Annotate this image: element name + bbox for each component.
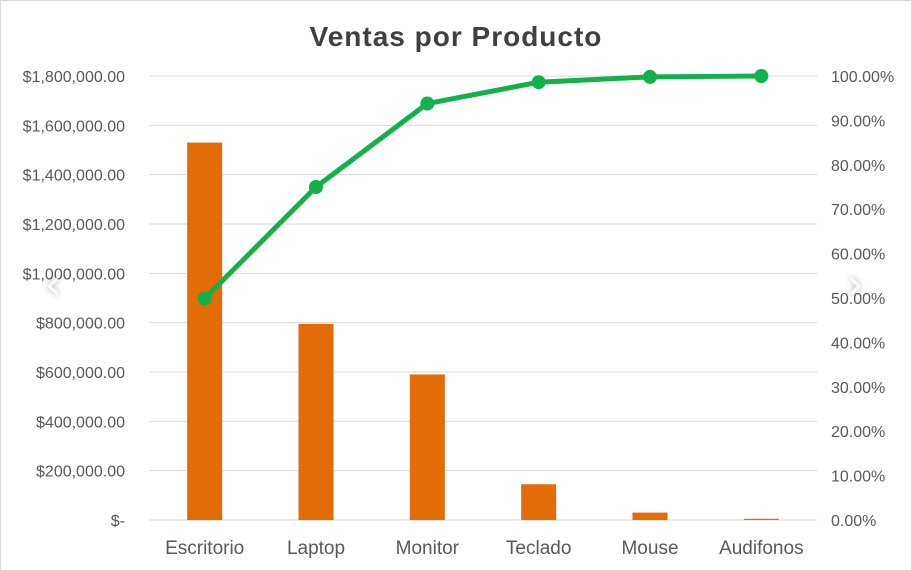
y-tick-label: $800,000.00: [36, 316, 125, 333]
y2-tick-label: 80.00%: [831, 158, 885, 175]
line-point: [754, 69, 769, 83]
y2-tick-label: 70.00%: [831, 202, 885, 219]
y2-tick-label: 10.00%: [831, 469, 885, 486]
line-point: [643, 69, 657, 84]
chevron-right-icon[interactable]: ›: [846, 258, 864, 310]
x-tick-label: Teclado: [506, 538, 572, 559]
y2-tick-label: 30.00%: [831, 380, 885, 397]
y-tick-label: $1,200,000.00: [23, 217, 125, 234]
y-tick-label: $1,600,000.00: [23, 118, 125, 135]
y2-tick-label: 20.00%: [831, 424, 885, 441]
y-tick-label: $1,400,000.00: [23, 168, 125, 185]
bar: [187, 142, 223, 520]
bar: [409, 374, 445, 520]
y-tick-label: $600,000.00: [36, 365, 125, 382]
line-point: [309, 180, 323, 194]
cumulative-line: [202, 73, 764, 301]
x-tick-label: Audifonos: [719, 538, 804, 559]
y-tick-label: $1,000,000.00: [23, 266, 125, 283]
line-point: [420, 96, 435, 111]
chart-title: Ventas por Producto: [310, 21, 603, 52]
y-tick-label: $-: [111, 513, 125, 530]
chevron-left-icon[interactable]: ‹: [44, 258, 62, 310]
y-tick-label: $1,800,000.00: [23, 69, 125, 86]
bar: [298, 323, 334, 520]
y2-tick-label: 0.00%: [831, 513, 876, 530]
y2-tick-label: 90.00%: [831, 113, 885, 130]
y2-tick-label: 60.00%: [831, 247, 885, 264]
x-tick-label: Laptop: [287, 538, 345, 559]
y2-tick-label: 40.00%: [831, 335, 885, 352]
bar: [743, 518, 779, 520]
bar: [521, 484, 557, 520]
x-tick-label: Monitor: [396, 538, 460, 559]
y-tick-label: $400,000.00: [36, 414, 125, 431]
bar: [632, 512, 668, 520]
y2-tick-label: 100.00%: [831, 69, 894, 86]
x-tick-label: Mouse: [621, 538, 678, 559]
line-point: [531, 75, 546, 90]
line-point: [197, 291, 212, 306]
x-tick-label: Escritorio: [165, 538, 244, 559]
y-tick-label: $200,000.00: [36, 464, 125, 481]
y2-tick-label: 50.00%: [831, 291, 885, 308]
